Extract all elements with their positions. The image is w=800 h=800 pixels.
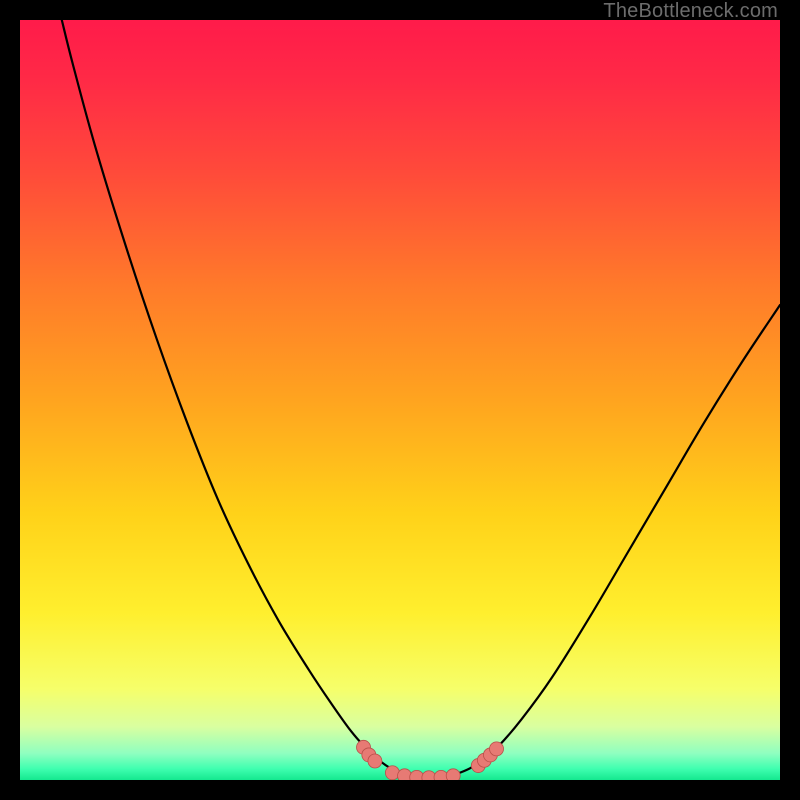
bottleneck-curve [62,20,780,778]
plot-area [20,20,780,780]
curve-marker [385,766,399,780]
curve-marker [490,742,504,756]
curve-markers [357,740,504,780]
curve-marker [446,769,460,780]
curve-layer [20,20,780,780]
curve-marker [368,754,382,768]
chart-frame: TheBottleneck.com [0,0,800,800]
